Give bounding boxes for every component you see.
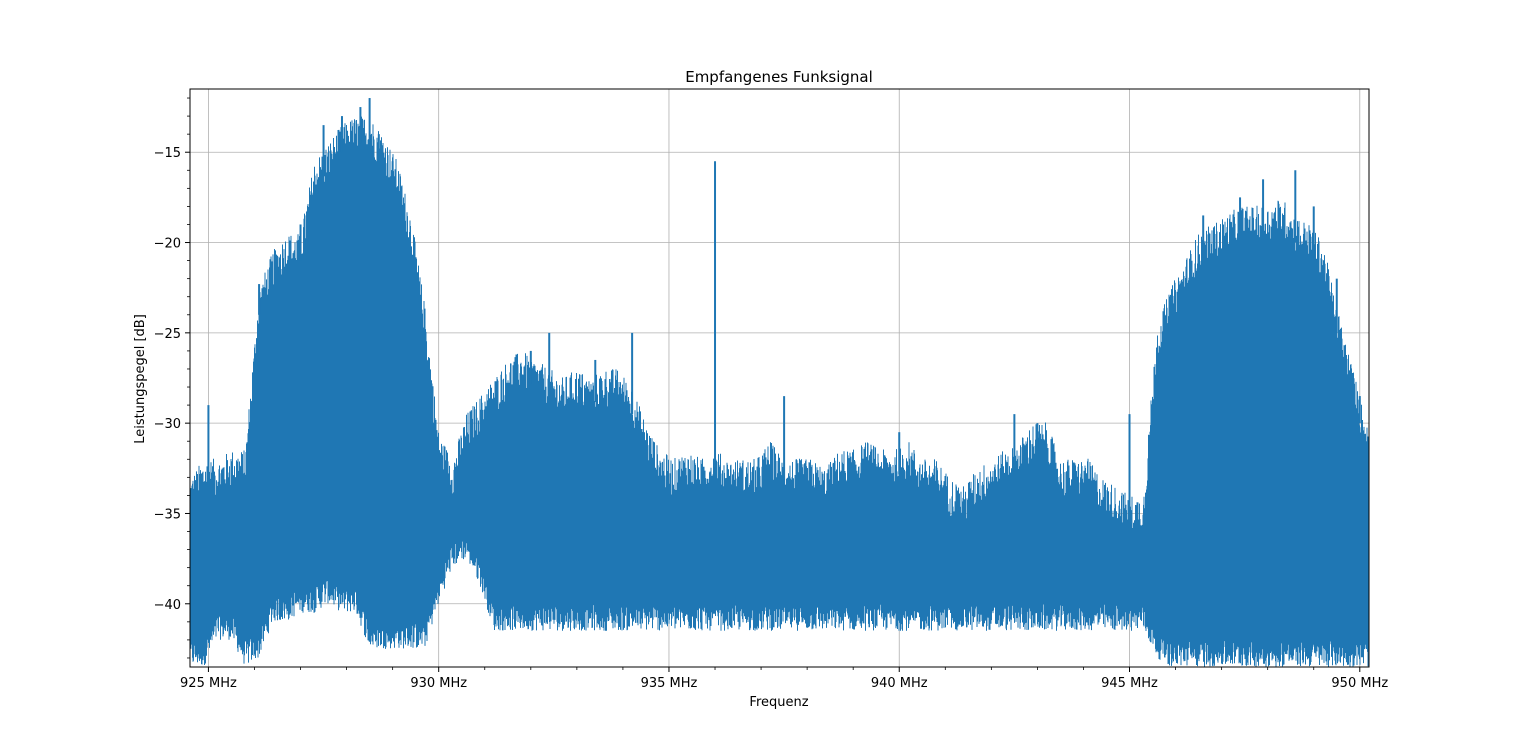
x-axis-label: Frequenz bbox=[749, 695, 808, 710]
x-tick-label: 935 MHz bbox=[641, 676, 698, 691]
plot-area bbox=[190, 98, 1369, 667]
y-tick-label: −35 bbox=[154, 507, 181, 522]
chart-title: Empfangenes Funksignal bbox=[685, 68, 873, 86]
y-axis-label: Leistungspegel [dB] bbox=[133, 314, 148, 444]
y-tick-label: −20 bbox=[154, 237, 181, 252]
y-tick-label: −15 bbox=[154, 146, 181, 161]
signal-series bbox=[190, 98, 1369, 667]
y-tick-label: −25 bbox=[154, 327, 181, 342]
x-tick-label: 930 MHz bbox=[410, 676, 467, 691]
x-tick-label: 950 MHz bbox=[1331, 676, 1388, 691]
axes-frame bbox=[189, 88, 1370, 668]
y-tick-label: −30 bbox=[154, 417, 181, 432]
x-tick-label: 945 MHz bbox=[1101, 676, 1158, 691]
axes: 925 MHz 930 MHz 935 MHz 940 MHz 945 MHz 950 M… bbox=[154, 88, 1388, 691]
signal-trace bbox=[190, 116, 1369, 667]
y-tick-label: −40 bbox=[154, 598, 181, 613]
x-tick-label: 925 MHz bbox=[180, 676, 237, 691]
x-tick-label: 940 MHz bbox=[871, 676, 928, 691]
